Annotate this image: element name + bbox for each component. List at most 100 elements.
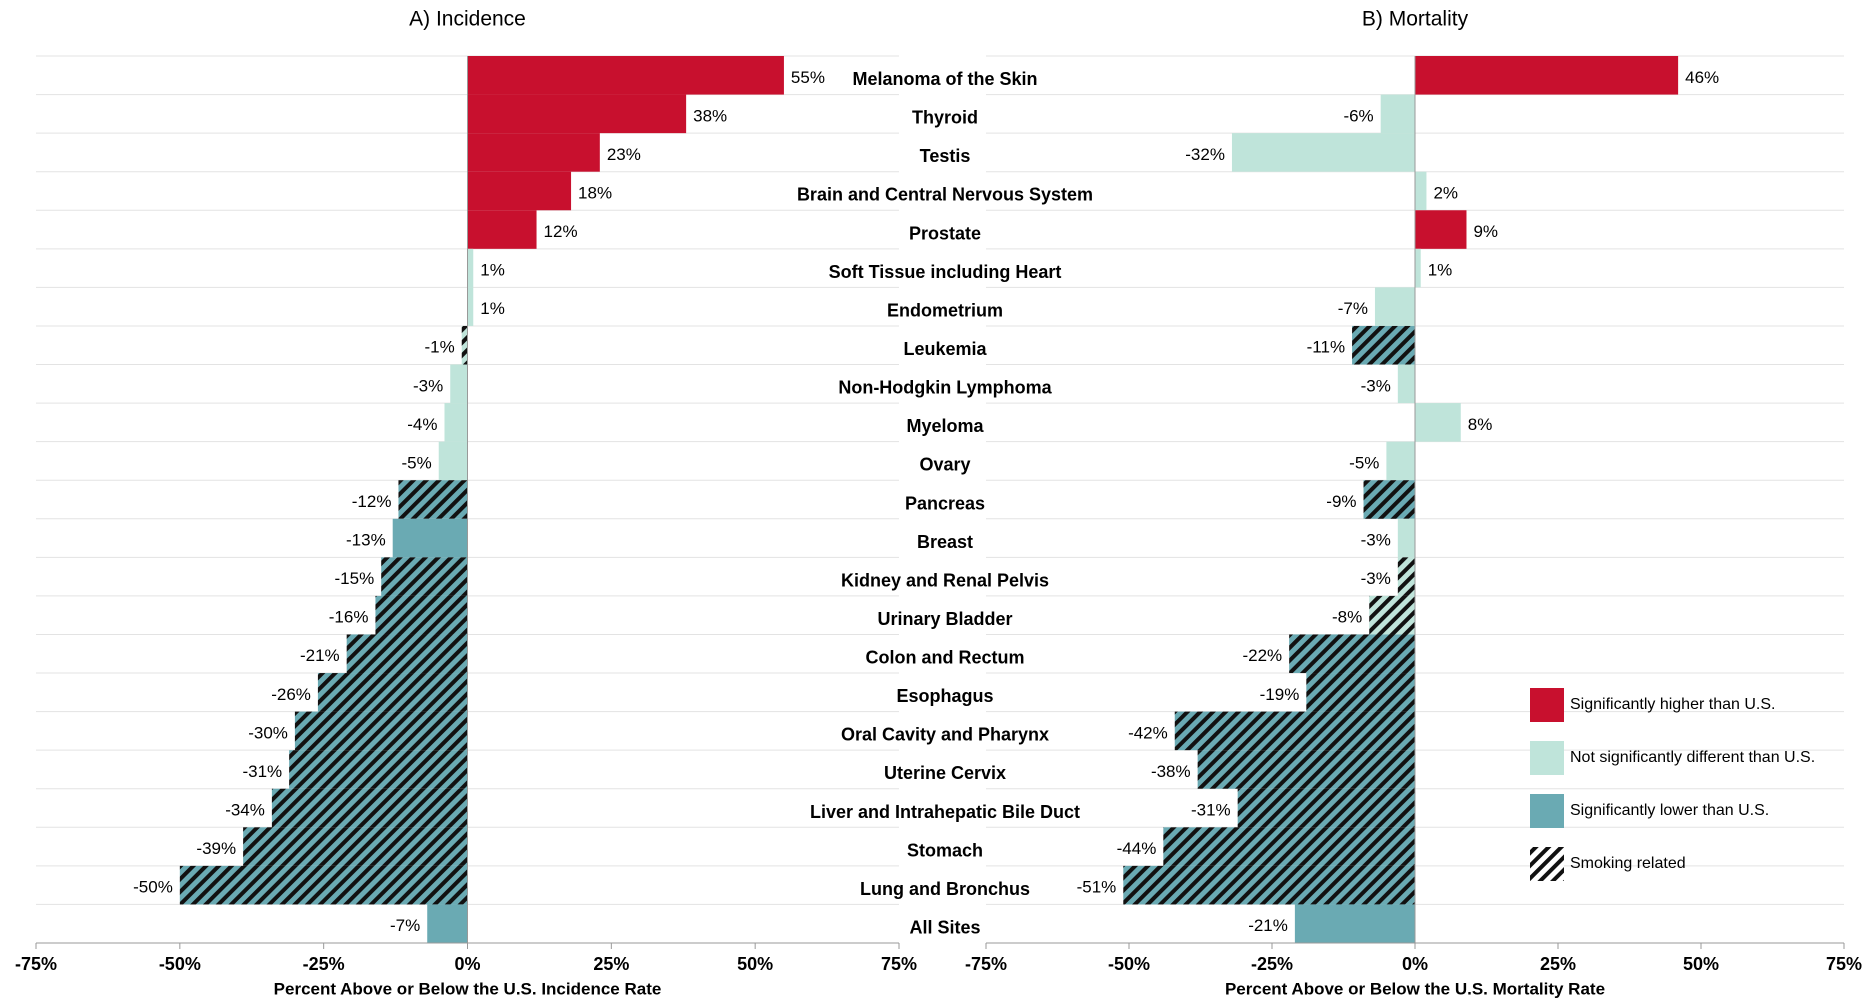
bar: [1306, 673, 1415, 712]
value-label: -1%: [425, 338, 455, 357]
legend-label: Smoking related: [1570, 855, 1686, 872]
bar: [427, 904, 468, 943]
category-label: Urinary Bladder: [877, 609, 1012, 629]
value-label: 1%: [480, 261, 505, 280]
bar: [1197, 750, 1415, 789]
bar: [381, 557, 468, 596]
value-label: 2%: [1433, 183, 1458, 202]
value-label: -51%: [1077, 878, 1117, 897]
bar: [1397, 364, 1415, 404]
value-label: -39%: [196, 839, 236, 858]
value-label: -21%: [1248, 916, 1288, 935]
category-label: Brain and Central Nervous System: [797, 185, 1093, 205]
bar: [467, 56, 784, 95]
bar: [467, 133, 600, 172]
bar: [1415, 248, 1421, 288]
value-label: -50%: [133, 878, 173, 897]
x-tick-label: -50%: [159, 954, 201, 974]
category-label: Kidney and Renal Pelvis: [841, 570, 1049, 590]
value-label: -6%: [1343, 106, 1373, 125]
value-label: -38%: [1151, 762, 1191, 781]
bar: [346, 634, 468, 674]
bar: [467, 171, 572, 211]
bar: [1289, 634, 1415, 674]
category-label: Testis: [920, 146, 971, 166]
category-label: Leukemia: [903, 339, 987, 359]
category-label: Non-Hodgkin Lymphoma: [838, 378, 1052, 398]
x-tick-label: 0%: [454, 954, 480, 974]
value-label: -13%: [346, 531, 386, 550]
category-label: Myeloma: [906, 416, 984, 436]
value-label: -7%: [1338, 299, 1368, 318]
legend-swatch: [1530, 847, 1564, 881]
bar: [444, 403, 468, 442]
value-label: -21%: [300, 646, 340, 665]
value-label: -5%: [401, 453, 431, 472]
value-label: -22%: [1242, 646, 1282, 665]
category-label: All Sites: [909, 917, 980, 937]
legend-label: Significantly lower than U.S.: [1570, 802, 1769, 819]
bar: [467, 94, 687, 134]
bar: [1415, 56, 1679, 95]
bar: [1380, 94, 1415, 134]
bar: [179, 865, 468, 905]
bar: [438, 441, 468, 481]
legend-swatch: [1530, 794, 1564, 828]
value-label: -34%: [225, 801, 265, 820]
category-label: Esophagus: [896, 686, 993, 706]
bar: [1415, 210, 1467, 249]
bar: [1123, 865, 1415, 905]
x-tick-label: -25%: [1251, 954, 1293, 974]
value-label: 46%: [1685, 68, 1719, 87]
bar: [1363, 480, 1415, 519]
x-axis-title: Percent Above or Below the U.S. Mortalit…: [1225, 979, 1605, 998]
category-label: Oral Cavity and Pharynx: [841, 725, 1049, 745]
bar: [1397, 557, 1415, 596]
x-tick-label: 50%: [1683, 954, 1719, 974]
legend-swatch: [1530, 688, 1564, 722]
category-label: Pancreas: [905, 493, 985, 513]
panel-title: A) Incidence: [409, 8, 526, 31]
bar: [294, 711, 468, 751]
value-label: -3%: [1361, 531, 1391, 550]
bar: [1386, 441, 1415, 481]
x-tick-label: 25%: [1540, 954, 1576, 974]
x-tick-label: 75%: [1826, 954, 1862, 974]
value-label: -8%: [1332, 608, 1362, 627]
x-tick-label: 0%: [1402, 954, 1428, 974]
legend-label: Not significantly different than U.S.: [1570, 749, 1815, 766]
x-tick-label: 50%: [737, 954, 773, 974]
bar: [467, 287, 474, 326]
value-label: 18%: [578, 183, 612, 202]
value-label: -7%: [390, 916, 420, 935]
value-label: 1%: [1428, 261, 1453, 280]
bar: [1352, 325, 1415, 365]
value-label: -30%: [248, 723, 288, 742]
x-axis-title: Percent Above or Below the U.S. Incidenc…: [274, 979, 662, 998]
bar: [375, 595, 468, 635]
value-label: -32%: [1185, 145, 1225, 164]
value-label: -4%: [407, 415, 437, 434]
value-label: -3%: [1361, 376, 1391, 395]
bar: [243, 827, 468, 866]
bar: [1369, 595, 1415, 635]
x-tick-label: -75%: [965, 954, 1007, 974]
bar: [1374, 287, 1415, 326]
value-label: 8%: [1468, 415, 1493, 434]
bar: [1163, 827, 1415, 866]
category-label: Colon and Rectum: [865, 648, 1024, 668]
bar: [1415, 403, 1461, 442]
value-label: -19%: [1260, 685, 1300, 704]
value-label: 55%: [791, 68, 825, 87]
bar: [289, 750, 468, 789]
category-label: Endometrium: [887, 300, 1003, 320]
category-label: Stomach: [907, 840, 983, 860]
x-tick-label: -25%: [303, 954, 345, 974]
panel-title: B) Mortality: [1362, 8, 1469, 31]
category-label: Soft Tissue including Heart: [829, 262, 1062, 282]
value-label: -5%: [1349, 453, 1379, 472]
value-label: 23%: [607, 145, 641, 164]
legend-label: Significantly higher than U.S.: [1570, 696, 1775, 713]
bar: [317, 673, 468, 712]
